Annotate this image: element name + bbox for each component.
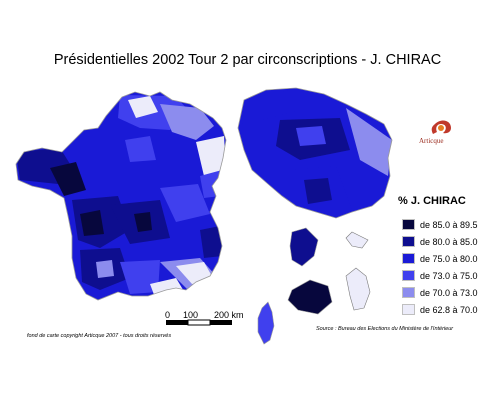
martinique [345, 267, 371, 311]
legend-swatch [402, 236, 415, 247]
reunion [287, 279, 333, 315]
legend-item: de 73.0 à 75.0 [402, 267, 478, 284]
scale-label-100: 100 [183, 310, 199, 320]
data-source: Source : Bureau des Elections du Ministè… [316, 326, 454, 332]
legend: de 85.0 à 89.5 de 80.0 à 85.0 de 75.0 à … [402, 216, 478, 318]
scale-label-0: 0 [165, 310, 171, 320]
map-title: Présidentielles 2002 Tour 2 par circonsc… [53, 52, 442, 68]
legend-label: de 73.0 à 75.0 [420, 270, 478, 281]
legend-label: de 62.8 à 70.0 [420, 304, 478, 315]
map-credit: fond de carte copyright Articque 2007 - … [27, 333, 172, 339]
guyane [289, 227, 319, 267]
legend-item: de 85.0 à 89.5 [402, 216, 478, 233]
legend-swatch [402, 304, 415, 315]
ile-de-france-inset [238, 88, 392, 218]
scale-label-200km: 200 km [214, 310, 244, 320]
legend-label: de 80.0 à 85.0 [420, 236, 478, 247]
france-mainland [16, 92, 226, 300]
guadeloupe [345, 231, 369, 249]
corsica [257, 301, 275, 345]
legend-label: de 75.0 à 80.0 [420, 253, 478, 264]
legend-item: de 62.8 à 70.0 [402, 301, 478, 318]
legend-title: % J. CHIRAC [398, 195, 466, 207]
scale-bar [166, 319, 232, 326]
legend-swatch [402, 287, 415, 298]
legend-swatch [402, 219, 415, 230]
legend-item: de 70.0 à 73.0 [402, 284, 478, 301]
legend-swatch [402, 253, 415, 264]
legend-item: de 80.0 à 85.0 [402, 233, 478, 250]
legend-item: de 75.0 à 80.0 [402, 250, 478, 267]
logo-text: Articque [419, 137, 444, 145]
legend-label: de 70.0 à 73.0 [420, 287, 478, 298]
legend-label: de 85.0 à 89.5 [420, 219, 478, 230]
legend-swatch [402, 270, 415, 281]
articque-logo-icon [431, 120, 451, 134]
